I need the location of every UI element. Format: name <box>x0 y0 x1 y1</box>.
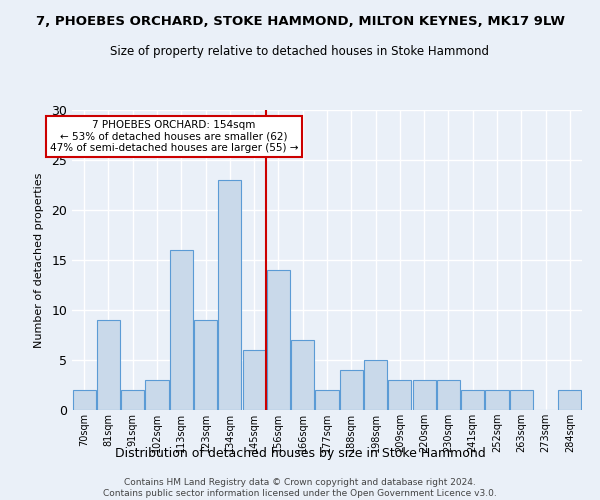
Text: 7 PHOEBES ORCHARD: 154sqm
← 53% of detached houses are smaller (62)
47% of semi-: 7 PHOEBES ORCHARD: 154sqm ← 53% of detac… <box>50 120 298 153</box>
Text: Contains HM Land Registry data © Crown copyright and database right 2024.
Contai: Contains HM Land Registry data © Crown c… <box>103 478 497 498</box>
Bar <box>145 380 169 410</box>
Bar <box>437 380 460 410</box>
Bar <box>121 390 144 410</box>
Bar <box>267 270 290 410</box>
Bar <box>170 250 193 410</box>
Text: Distribution of detached houses by size in Stoke Hammond: Distribution of detached houses by size … <box>115 448 485 460</box>
Bar <box>194 320 217 410</box>
Bar <box>291 340 314 410</box>
Bar <box>364 360 387 410</box>
Text: Size of property relative to detached houses in Stoke Hammond: Size of property relative to detached ho… <box>110 45 490 58</box>
Y-axis label: Number of detached properties: Number of detached properties <box>34 172 44 348</box>
Bar <box>413 380 436 410</box>
Bar <box>510 390 533 410</box>
Bar <box>559 390 581 410</box>
Bar <box>388 380 412 410</box>
Bar <box>73 390 95 410</box>
Bar <box>340 370 363 410</box>
Bar <box>485 390 509 410</box>
Bar <box>316 390 338 410</box>
Bar <box>97 320 120 410</box>
Bar <box>242 350 266 410</box>
Bar <box>461 390 484 410</box>
Bar <box>218 180 241 410</box>
Text: 7, PHOEBES ORCHARD, STOKE HAMMOND, MILTON KEYNES, MK17 9LW: 7, PHOEBES ORCHARD, STOKE HAMMOND, MILTO… <box>35 15 565 28</box>
